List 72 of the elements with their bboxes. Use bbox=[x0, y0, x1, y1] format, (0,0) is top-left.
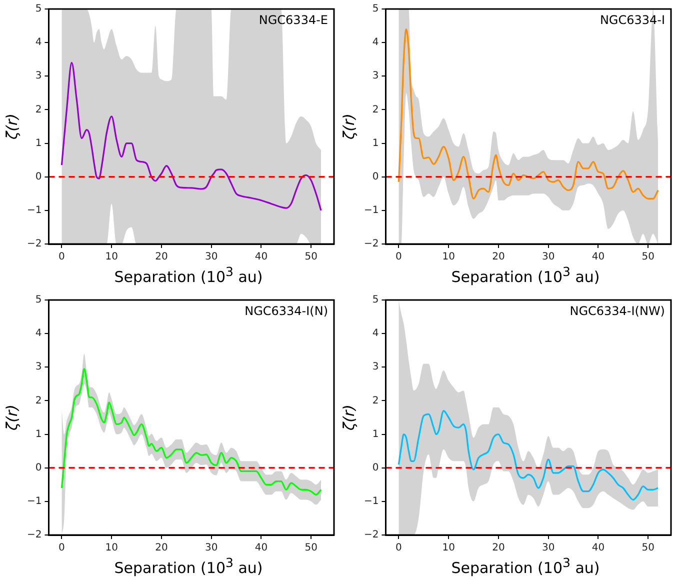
line-series bbox=[60, 62, 322, 212]
y-tick-label: −2 bbox=[26, 530, 42, 541]
x-axis-title: Separation (10$^{3}$ au) bbox=[450, 264, 601, 286]
y-tick-label: −2 bbox=[26, 238, 42, 250]
x-tick-label: 0 bbox=[58, 542, 65, 554]
y-tick-label: −1 bbox=[364, 496, 379, 508]
x-tick-label: 0 bbox=[58, 252, 65, 263]
y-tick-label: 1 bbox=[35, 138, 42, 149]
x-tick-label: 30 bbox=[542, 252, 555, 263]
y-axis-title: ζ(r) bbox=[340, 113, 358, 141]
y-tick-label: −2 bbox=[364, 238, 379, 250]
y-tick-label: 4 bbox=[372, 37, 379, 48]
y-tick-label: 2 bbox=[372, 395, 379, 406]
x-tick-label: 50 bbox=[304, 542, 318, 554]
y-tick-label: 3 bbox=[372, 70, 379, 82]
x-tick-label: 10 bbox=[105, 252, 118, 263]
x-tick-label: 0 bbox=[396, 252, 402, 263]
x-tick-label: 10 bbox=[105, 542, 118, 554]
x-tick-label: 20 bbox=[155, 542, 168, 554]
x-tick-label: 30 bbox=[204, 252, 218, 263]
y-tick-label: −1 bbox=[364, 205, 379, 216]
x-tick-label: 10 bbox=[442, 542, 455, 554]
y-tick-label: 1 bbox=[372, 428, 379, 440]
y-tick-label: 4 bbox=[35, 37, 42, 48]
annotation: NGC6334-E bbox=[258, 13, 328, 28]
x-tick-label: 40 bbox=[592, 252, 605, 263]
line-series bbox=[398, 410, 659, 501]
y-tick-label: 4 bbox=[35, 328, 42, 340]
line-series bbox=[398, 28, 659, 200]
x-tick-label: 10 bbox=[442, 252, 455, 263]
annotation: NGC6334-I(N) bbox=[244, 304, 328, 318]
y-tick-label: 0 bbox=[35, 171, 42, 182]
y-tick-label: 3 bbox=[35, 362, 42, 373]
y-tick-label: 2 bbox=[35, 395, 42, 406]
y-axis-title: ζ(r) bbox=[340, 404, 358, 432]
y-tick-label: 3 bbox=[372, 362, 379, 373]
y-tick-label: −2 bbox=[364, 530, 379, 541]
y-tick-label: 5 bbox=[372, 294, 379, 306]
x-tick-label: 30 bbox=[204, 542, 218, 554]
y-axis-title: ζ(r) bbox=[2, 113, 21, 141]
x-axis-title: Separation (10$^{3}$ au) bbox=[450, 555, 601, 577]
annotation: NGC6334-I(NW) bbox=[570, 304, 665, 318]
y-tick-label: 3 bbox=[35, 70, 42, 82]
line-series bbox=[60, 368, 322, 496]
y-tick-label: 0 bbox=[372, 462, 379, 474]
y-tick-label: 4 bbox=[372, 328, 379, 340]
y-tick-label: 0 bbox=[35, 462, 42, 474]
x-tick-label: 50 bbox=[642, 252, 654, 263]
x-tick-label: 40 bbox=[254, 252, 268, 263]
x-tick-label: 40 bbox=[592, 542, 605, 554]
y-tick-label: 0 bbox=[372, 171, 379, 182]
y-tick-label: 5 bbox=[35, 294, 42, 306]
x-tick-label: 30 bbox=[542, 542, 555, 554]
annotation: NGC6334-I bbox=[600, 13, 665, 28]
y-tick-label: −1 bbox=[26, 496, 42, 508]
x-tick-label: 0 bbox=[396, 542, 402, 554]
x-tick-label: 20 bbox=[492, 542, 505, 554]
y-tick-label: 5 bbox=[372, 4, 379, 15]
x-tick-label: 20 bbox=[155, 252, 168, 263]
x-tick-label: 50 bbox=[304, 252, 318, 263]
y-tick-label: 2 bbox=[35, 104, 42, 116]
y-tick-label: 1 bbox=[35, 428, 42, 440]
y-tick-label: 1 bbox=[372, 138, 379, 149]
x-axis-title: Separation (10$^{3}$ au) bbox=[113, 264, 264, 286]
y-axis-title: ζ(r) bbox=[2, 404, 21, 432]
y-tick-label: 2 bbox=[372, 104, 379, 116]
x-tick-label: 20 bbox=[492, 252, 505, 263]
y-tick-label: −1 bbox=[26, 205, 42, 216]
x-tick-label: 50 bbox=[642, 542, 654, 554]
x-tick-label: 40 bbox=[254, 542, 268, 554]
y-tick-label: 5 bbox=[35, 4, 42, 15]
x-axis-title: Separation (10$^{3}$ au) bbox=[113, 555, 264, 577]
